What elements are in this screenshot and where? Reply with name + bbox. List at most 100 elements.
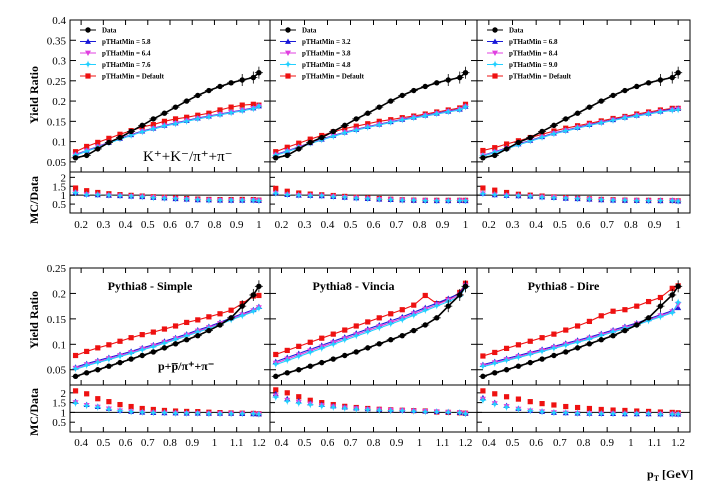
y-tick-label: 0.1 [52,137,66,149]
point-high: ✦ [398,315,406,325]
ratio-point [341,195,348,201]
ratio-point: ✦ [116,406,124,416]
x-tick-label: 0.5 [344,219,358,231]
point-Data [551,122,557,129]
ratio-point [239,411,246,417]
point-high: ✦ [410,310,418,320]
x-tick-label: 1 [675,219,681,231]
point-mid [491,360,498,366]
ratio-tick-label: 1 [61,407,67,419]
ratio-point [387,197,394,203]
ratio-point [205,197,212,204]
point-mid [94,359,101,365]
point-Data [563,116,569,122]
point-Data [72,373,79,380]
point-mid [433,302,440,308]
point-Data [503,146,510,152]
point-mid [675,302,682,308]
point-pTHatMin-6-4 [255,103,262,110]
ratio-point: ✦ [329,192,337,202]
point-high: ✦ [491,359,499,369]
point-pTHatMin-4-8: ✦ [398,115,406,125]
x-tick-label: 0.8 [577,437,591,449]
point-Data [515,363,522,369]
series-line-1 [275,283,466,363]
panel-title: Pythia8 - Dire [528,279,600,293]
ratio-point [645,411,652,417]
ratio-point: ✦ [462,196,470,206]
ylabel-yield-top: Yield Ratio [27,66,41,124]
y-tick-label: 0.25 [47,263,67,275]
point-Data [139,122,145,129]
ratio-point: ✦ [250,409,258,419]
ratio-point [83,192,90,198]
point-mid [610,328,617,335]
point-Data [228,80,234,86]
ratio-point: ✦ [194,195,202,205]
ratio-point [194,197,201,203]
point-Data [399,332,405,339]
legend-marker [285,38,291,44]
x-tick-label: 0.8 [624,219,638,231]
point-pTHatMin-4-8: ✦ [341,128,349,138]
point-pTHatMin-8-4 [675,106,682,113]
point-pTHatMin-9-0: ✦ [621,113,629,123]
ratio-point: ✦ [94,403,102,413]
point-Data [422,322,428,328]
series-line-3 [482,302,679,368]
ratio-tick-label: 0.5 [52,417,66,429]
ratio-point [515,396,522,402]
point-Data [586,104,593,110]
legend-marker: ✦ [491,60,499,70]
point-pTHatMin-4-8: ✦ [421,111,429,121]
point-Data [434,80,440,86]
ratio-point: ✦ [83,401,91,411]
ratio-point [669,198,676,204]
x-tick-label: 0.9 [648,219,662,231]
point-pTHatMin-9-0: ✦ [562,126,570,136]
ratio-point [586,405,593,412]
legend-marker [492,27,498,33]
point-Data [353,116,359,122]
ratio-point [128,194,135,200]
ratio-point [318,193,325,200]
ratio-point: ✦ [329,403,337,413]
ratio-point: ✦ [491,190,499,200]
point-high: ✦ [352,331,360,341]
ratio-point [433,198,440,204]
ratio-point [479,191,486,197]
ratio-point: ✦ [194,409,202,419]
legend-marker [85,50,91,56]
x-tick-label: 0.2 [275,219,289,231]
ratio-point [610,407,616,413]
ratio-point: ✦ [306,191,314,201]
panel-top-2: 0.2 0.3 0.4 0.5 0.6 0.7 0.8 0.9 1✦✦ ✦ ✦ ✦ ✦ ✦ ✦ ✦ ✦ ✦ ✦ ✦ ✦✦… [476,19,691,231]
ratio-point: ✦ [515,405,523,415]
ratio-point: ✦ [183,409,191,419]
point-Data [376,341,382,347]
ratio-point [515,406,522,413]
ratio-point: ✦ [621,196,629,206]
point-mid [364,328,371,334]
ratio-point: ✦ [172,408,180,418]
ratio-point [551,402,557,408]
point-high: ✦ [150,342,158,352]
point-Data [307,363,313,369]
x-tick-label: 0.9 [230,219,244,231]
point-Default [161,326,168,332]
point-Default [527,338,533,344]
point-Default [195,317,201,323]
point-Default [422,292,428,299]
ratio-point: ✦ [668,196,676,206]
annotation-kaon-pion: K⁺+K⁻/π⁺+π⁻ [143,149,233,165]
x-tick-label: 0.7 [185,219,199,231]
point-Data [586,341,593,347]
ratio-point [296,394,302,400]
x-tick-label: 0.9 [436,219,450,231]
point-Data [161,110,168,116]
ratio-point [273,387,279,393]
point-Data [183,98,190,104]
point-Data [657,303,664,309]
ratio-point: ✦ [105,191,113,201]
x-tick-label: 0.5 [96,437,110,449]
